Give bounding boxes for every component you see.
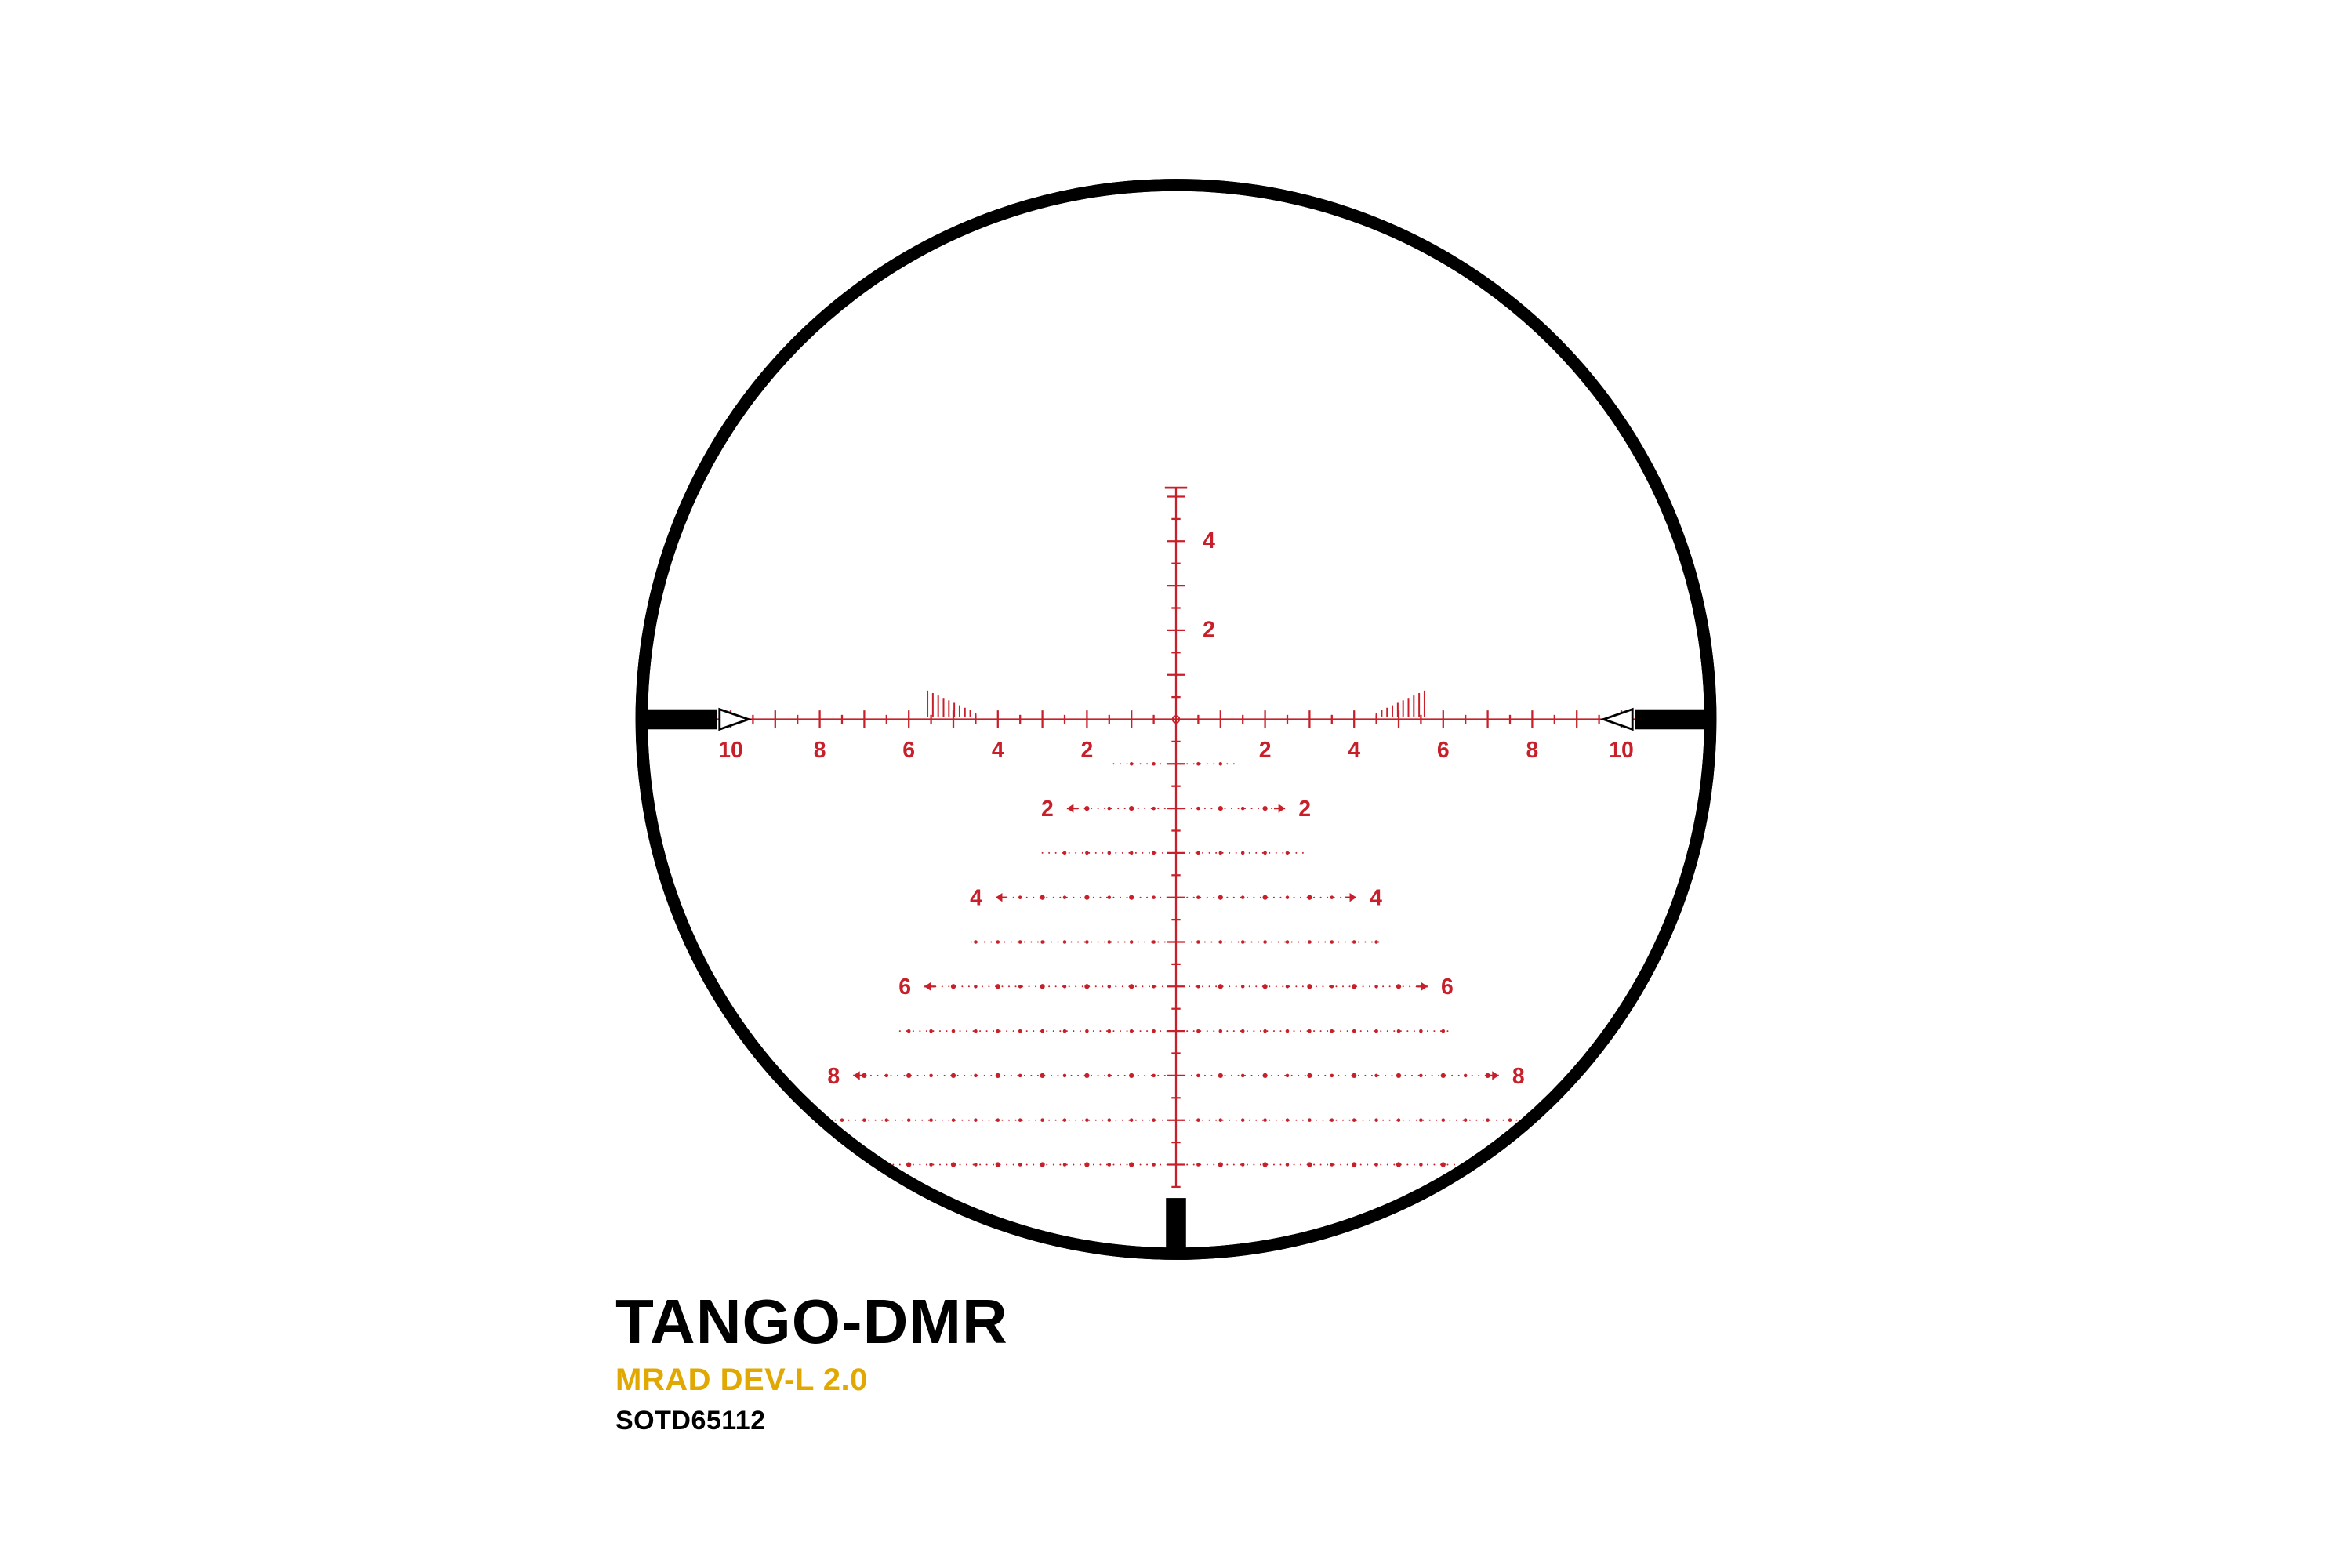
svg-text:6: 6	[1441, 975, 1454, 1000]
svg-text:2: 2	[1203, 617, 1215, 642]
svg-text:2: 2	[1081, 738, 1094, 763]
sku-code: SOTD65112	[615, 1406, 1008, 1436]
svg-text:6: 6	[1437, 738, 1450, 763]
svg-text:6: 6	[898, 975, 911, 1000]
svg-text:10: 10	[718, 738, 743, 763]
svg-text:2: 2	[1041, 797, 1054, 822]
svg-text:10: 10	[1584, 1152, 1609, 1178]
caption-block: TANGO-DMR MRAD DEV-L 2.0 SOTD65112	[615, 1286, 1008, 1436]
product-title: TANGO-DMR	[615, 1286, 1008, 1358]
reticle-diagram: 2 4 6 8 10 2 4 6 8 10 2 4 2 2 4 4 6 6 8 8 10 10	[619, 163, 1733, 1280]
svg-text:8: 8	[1512, 1064, 1525, 1089]
svg-text:6: 6	[902, 738, 915, 763]
svg-text:2: 2	[1259, 738, 1272, 763]
svg-text:2: 2	[1298, 797, 1311, 822]
svg-text:4: 4	[970, 886, 982, 911]
svg-text:10: 10	[1609, 738, 1634, 763]
reticle-name: MRAD DEV-L 2.0	[615, 1363, 1008, 1398]
svg-text:4: 4	[1348, 738, 1360, 763]
svg-text:8: 8	[827, 1064, 840, 1089]
svg-text:4: 4	[992, 738, 1004, 763]
svg-text:4: 4	[1370, 886, 1382, 911]
svg-text:4: 4	[1203, 528, 1215, 554]
svg-text:8: 8	[814, 738, 826, 763]
svg-text:10: 10	[744, 1152, 769, 1178]
svg-text:8: 8	[1526, 738, 1539, 763]
